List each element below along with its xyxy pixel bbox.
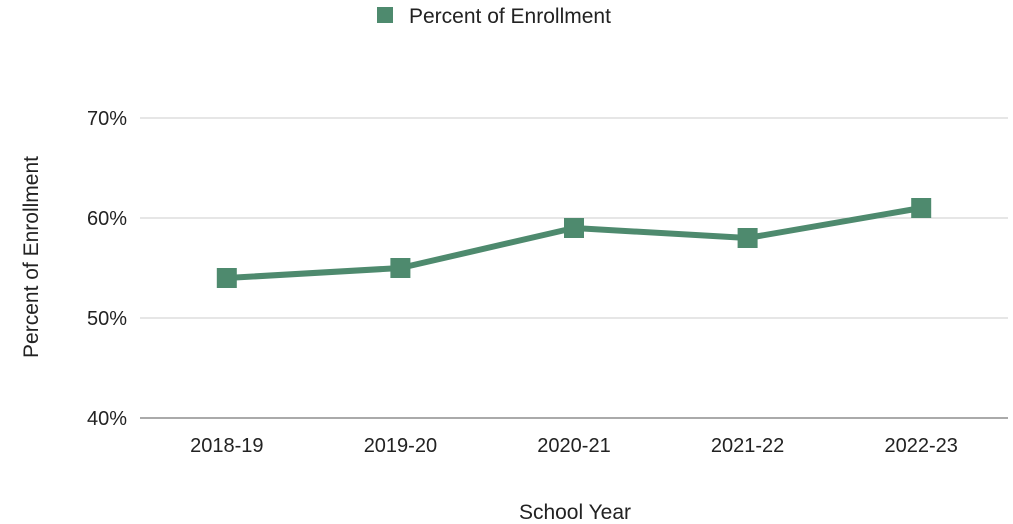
- gridlines: [140, 117, 1008, 419]
- x-tick-label: 2022-23: [884, 435, 957, 457]
- y-tick-label: 70%: [87, 108, 127, 130]
- y-tick-labels: 40% 50% 60% 70%: [87, 108, 127, 430]
- data-point-marker: [564, 218, 584, 238]
- data-point-marker: [911, 198, 932, 218]
- y-tick-label: 60%: [87, 208, 127, 230]
- x-tick-labels: 2018-19 2019-20 2020-21 2021-22 2022-23: [190, 435, 958, 457]
- legend: Percent of Enrollment: [377, 5, 611, 28]
- data-point-marker: [390, 258, 411, 278]
- y-axis-title: Percent of Enrollment: [20, 156, 43, 358]
- data-point-marker: [737, 228, 758, 248]
- x-tick-label: 2020-21: [537, 435, 610, 457]
- data-point-marker: [216, 268, 237, 288]
- series-percent-of-enrollment: [216, 198, 932, 288]
- y-tick-label: 40%: [87, 408, 127, 430]
- legend-label: Percent of Enrollment: [409, 5, 611, 28]
- x-axis-title: School Year: [519, 501, 631, 524]
- x-tick-label: 2021-22: [711, 435, 784, 457]
- legend-swatch: [377, 7, 393, 23]
- x-tick-label: 2019-20: [364, 435, 437, 457]
- y-tick-label: 50%: [87, 308, 127, 330]
- x-tick-label: 2018-19: [190, 435, 263, 457]
